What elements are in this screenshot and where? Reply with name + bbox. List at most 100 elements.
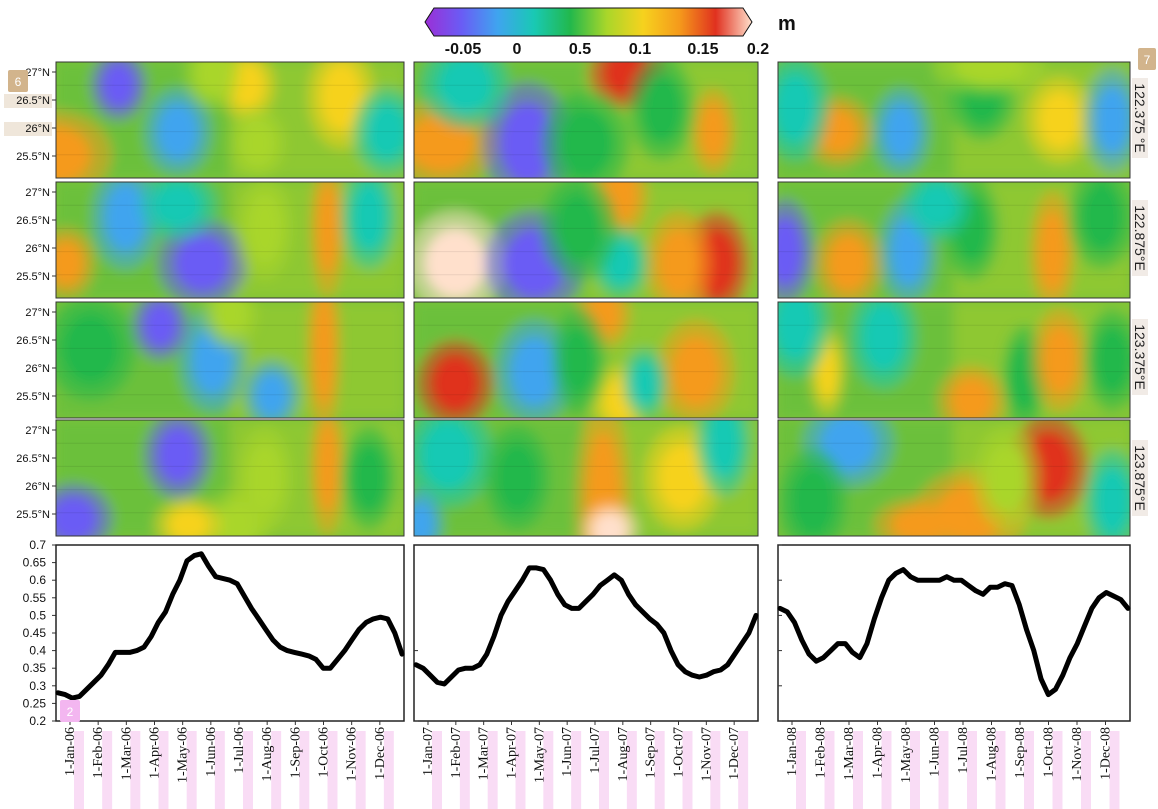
heatmap-blob: [1094, 85, 1130, 155]
colorbar: -0.05 0 0.5 0.1 0.15 0.2 m: [424, 7, 796, 58]
heatmap-blob: [247, 443, 283, 513]
latitude-tick-label: 26°N: [25, 243, 50, 255]
heatmap-blob: [438, 62, 494, 115]
badge-7-label: 7: [1144, 53, 1151, 67]
x-tick-label: 1-Jan-06: [63, 727, 78, 776]
x-tick-label: 1-Feb-07: [449, 727, 464, 778]
x-tick-label: 1-Mar-07: [477, 727, 492, 780]
heatmap-panel: [777, 419, 1131, 537]
heatmap-frame: [777, 181, 1131, 299]
x-tick-highlight: [186, 731, 197, 809]
heatmap-blob: [1094, 466, 1130, 536]
heatmap-blob: [561, 325, 597, 395]
y-tick-label: 0.45: [23, 626, 47, 640]
y-tick-label: 0.65: [23, 556, 47, 570]
x-tick-highlight: [738, 731, 749, 809]
heatmap-blob: [555, 193, 604, 264]
heatmap-blob: [883, 102, 919, 161]
series-line: [777, 567, 1131, 698]
heatmap-panel: [55, 181, 405, 299]
heatmap-panel: [413, 419, 759, 537]
heatmap-frame: [413, 301, 759, 419]
x-tick-highlight: [654, 731, 665, 809]
x-tick-label: 1-Jun-07: [560, 727, 575, 777]
heatmap-blob: [104, 182, 147, 252]
x-tick-highlight: [383, 731, 394, 809]
heatmap-blob: [431, 354, 480, 413]
heatmap-blob: [153, 182, 203, 229]
x-tick-label: 1-Jun-06: [204, 727, 219, 777]
heatmap-blob: [510, 336, 559, 407]
x-tick-label: 1-May-06: [176, 727, 191, 783]
x-tick-label: 1-Jan-08: [785, 727, 800, 776]
x-tick-highlight: [158, 731, 169, 809]
badge-7: 7: [1138, 48, 1156, 70]
heatmap-blob: [500, 102, 556, 178]
heatmap-blob: [212, 302, 248, 337]
heatmap-panel: [413, 181, 759, 299]
x-tick-label: 1-Jan-07: [421, 727, 436, 776]
x-tick-label: 1-Jul-08: [956, 727, 971, 774]
heatmap-blob: [414, 114, 476, 173]
heatmap-blob: [658, 443, 707, 513]
heatmap-blob: [317, 420, 338, 513]
heatmap-blob: [1080, 182, 1123, 252]
x-tick-highlight: [881, 731, 892, 809]
x-tick-highlight: [824, 731, 835, 809]
x-tick-highlight: [515, 731, 526, 809]
x-tick-highlight: [299, 731, 310, 809]
heatmap-blob: [414, 501, 435, 536]
y-tick-label: 0.2: [29, 714, 46, 728]
heatmap-blob: [558, 108, 614, 178]
x-tick-label: 1-Sep-08: [1013, 727, 1028, 778]
heatmap-blob: [778, 73, 817, 144]
y-tick-label: 0.55: [23, 591, 47, 605]
x-tick-label: 1-Apr-06: [148, 727, 163, 779]
heatmap-blob: [706, 420, 741, 478]
x-tick-label: 1-Sep-07: [644, 727, 659, 778]
heatmap-panel: [777, 61, 1131, 179]
x-tick-label: 1-Apr-07: [505, 727, 520, 779]
latitude-tick-label: 25.5°N: [16, 151, 50, 163]
heatmap-blob: [156, 425, 199, 484]
y-tick-label: 0.25: [23, 696, 47, 710]
heatmap-blob: [313, 302, 335, 407]
heatmap-frame: [413, 419, 759, 537]
x-tick-highlight: [214, 731, 225, 809]
x-tick-highlight: [967, 731, 977, 809]
x-tick-highlight: [102, 731, 113, 809]
heatmap-blob: [496, 443, 538, 513]
x-tick-highlight: [543, 731, 554, 809]
x-tick-label: 1-Oct-06: [317, 727, 332, 778]
x-tick-highlight: [327, 731, 338, 809]
heatmap-blob: [174, 234, 230, 293]
x-tick-highlight: [796, 731, 806, 809]
heatmap-blob: [862, 302, 905, 372]
heatmap-frame: [55, 61, 405, 179]
longitude-label: 123.375°E: [1132, 324, 1148, 390]
latitude-tick-label: 26.5°N: [16, 95, 50, 107]
heatmap-blob: [778, 302, 817, 360]
heatmap-blob: [424, 228, 487, 298]
x-tick-label: 1-Mar-08: [842, 727, 857, 780]
x-tick-label: 1-Dec-06: [373, 727, 388, 780]
badge-6-label: 6: [15, 75, 22, 89]
longitude-labels: 122.375 °E 122.875°E 123.375°E 123.875°E: [1132, 78, 1148, 516]
x-tick-label: 1-Mar-06: [119, 727, 134, 780]
x-tick-highlight: [853, 731, 863, 809]
x-tick-highlight: [459, 731, 470, 809]
x-tick-label: 1-Feb-08: [814, 727, 829, 778]
heatmap-frame: [55, 181, 405, 299]
longitude-label: 123.875°E: [1132, 445, 1148, 511]
heatmap-panel: [55, 61, 405, 179]
x-tick-highlight: [487, 731, 498, 809]
colorbar-tick-label: 0.15: [687, 41, 718, 58]
heatmap-blob: [240, 120, 276, 167]
heatmap-blob: [1042, 325, 1078, 395]
line-charts: 0.70.650.60.550.50.450.40.350.30.250.2m/…: [23, 538, 1131, 809]
latitude-tick-label: 25.5°N: [16, 509, 50, 521]
y-tick-label: 0.4: [29, 644, 46, 658]
heatmap-frame: [777, 61, 1131, 179]
latitude-tick-label: 26°N: [25, 363, 50, 375]
x-tick-highlight: [910, 731, 920, 809]
